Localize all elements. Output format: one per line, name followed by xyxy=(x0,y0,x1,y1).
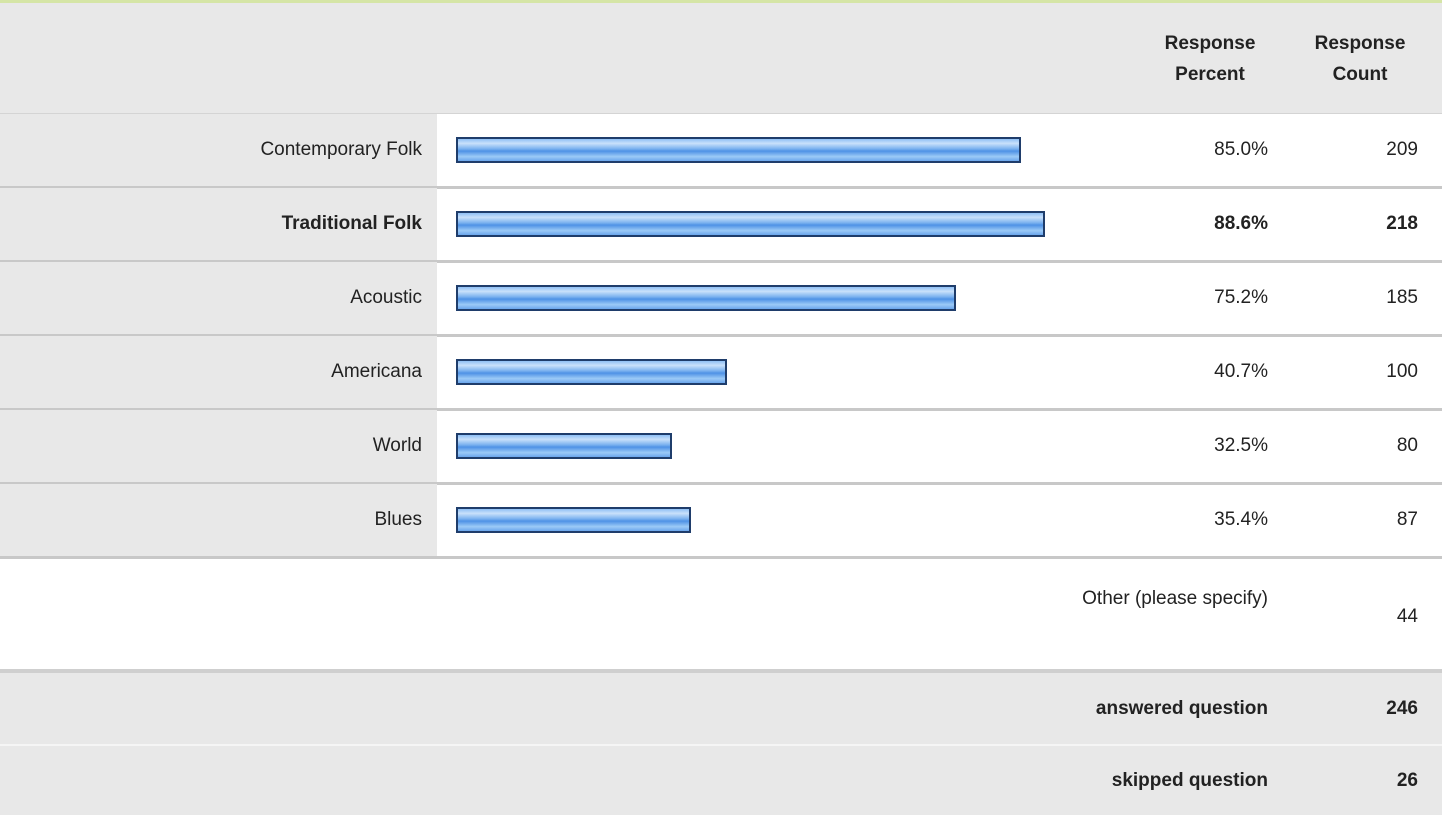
label-cell xyxy=(0,336,437,408)
divider xyxy=(0,669,1442,673)
divider xyxy=(0,556,1442,559)
divider xyxy=(0,334,1442,337)
row-label: Acoustic xyxy=(350,287,422,308)
label-cell xyxy=(0,188,437,260)
label-cell xyxy=(0,114,437,186)
percent: 40.7% xyxy=(1214,361,1268,382)
row-label: Contemporary Folk xyxy=(260,139,422,160)
header-row xyxy=(0,3,1442,113)
bar xyxy=(456,507,692,533)
header-count: Response Count xyxy=(1314,33,1406,85)
bar xyxy=(456,359,727,385)
divider xyxy=(0,408,1442,411)
other-label: Other (please specify) xyxy=(1082,588,1268,609)
label-cell xyxy=(0,484,437,556)
bar xyxy=(456,433,673,459)
count: 209 xyxy=(1386,139,1418,160)
row-label: Traditional Folk xyxy=(281,213,422,234)
divider xyxy=(0,482,1442,485)
count: 218 xyxy=(1386,213,1418,234)
count: 87 xyxy=(1396,509,1418,530)
count: 80 xyxy=(1396,435,1418,456)
count: 185 xyxy=(1386,287,1418,308)
top-border xyxy=(0,0,1442,3)
header-percent: Response Percent xyxy=(1164,33,1256,85)
percent: 32.5% xyxy=(1214,435,1268,456)
percent: 85.0% xyxy=(1214,139,1268,160)
bar xyxy=(456,211,1046,237)
percent: 88.6% xyxy=(1214,213,1268,234)
label-cell xyxy=(0,410,437,482)
percent: 35.4% xyxy=(1214,509,1268,530)
bar xyxy=(456,137,1022,163)
bar xyxy=(456,285,957,311)
divider xyxy=(0,744,1442,746)
answered-row xyxy=(0,673,1442,744)
row-label: Blues xyxy=(374,509,422,530)
row-label: Americana xyxy=(331,361,422,382)
divider xyxy=(0,113,1442,114)
label-cell xyxy=(0,262,437,334)
other-count: 44 xyxy=(1396,606,1418,627)
divider xyxy=(0,186,1442,189)
skipped-row xyxy=(0,746,1442,815)
skipped-count: 26 xyxy=(1396,769,1418,791)
count: 100 xyxy=(1386,361,1418,382)
answered-label: answered question xyxy=(1095,697,1268,719)
divider xyxy=(0,260,1442,263)
row-label: World xyxy=(372,435,422,456)
percent: 75.2% xyxy=(1214,287,1268,308)
answered-count: 246 xyxy=(1386,697,1418,719)
skipped-label: skipped question xyxy=(1111,769,1268,791)
